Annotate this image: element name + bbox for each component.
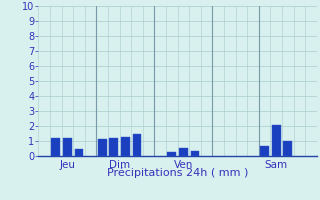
Bar bbox=[272, 125, 281, 156]
X-axis label: Précipitations 24h ( mm ): Précipitations 24h ( mm ) bbox=[107, 167, 248, 178]
Bar bbox=[98, 139, 107, 156]
Bar bbox=[63, 138, 72, 156]
Text: Dim: Dim bbox=[109, 160, 130, 170]
Bar bbox=[260, 146, 269, 156]
Bar bbox=[52, 138, 60, 156]
Bar bbox=[75, 149, 83, 156]
Bar bbox=[284, 141, 292, 156]
Text: Sam: Sam bbox=[265, 160, 288, 170]
Bar bbox=[179, 148, 188, 156]
Bar bbox=[121, 137, 130, 156]
Bar bbox=[191, 151, 199, 156]
Bar bbox=[109, 138, 118, 156]
Text: Jeu: Jeu bbox=[60, 160, 76, 170]
Text: Ven: Ven bbox=[174, 160, 193, 170]
Bar bbox=[167, 152, 176, 156]
Bar bbox=[133, 134, 141, 156]
